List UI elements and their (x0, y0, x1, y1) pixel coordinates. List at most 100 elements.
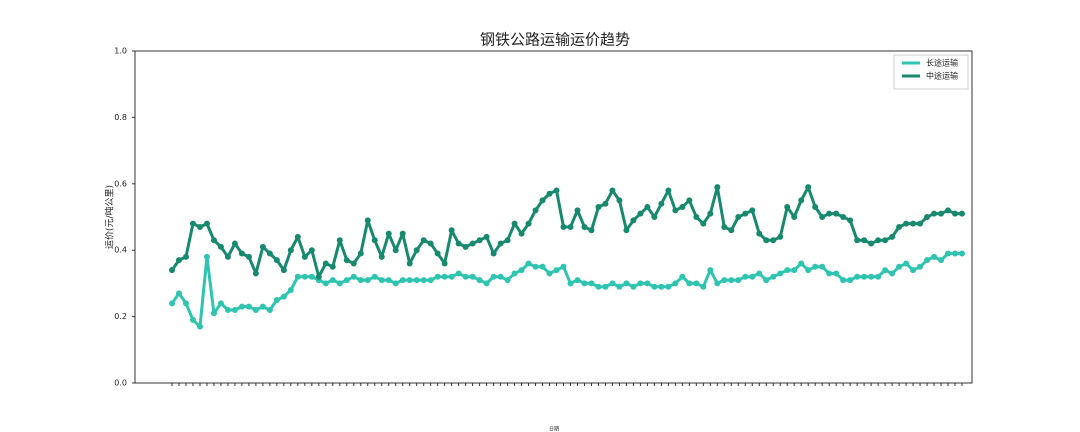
data-point (903, 260, 910, 267)
data-point (875, 273, 882, 280)
data-point (308, 273, 315, 280)
y-axis-label: 运价(元/吨公里) (104, 185, 116, 249)
data-point (280, 293, 287, 300)
data-point (525, 220, 532, 227)
data-point (169, 300, 175, 307)
data-point (490, 273, 497, 280)
data-point (805, 184, 812, 191)
data-point (301, 273, 308, 280)
data-point (700, 220, 707, 227)
data-point (357, 277, 364, 284)
data-point (189, 316, 196, 323)
data-point (287, 287, 294, 294)
data-point (714, 280, 721, 287)
data-point (273, 257, 280, 264)
data-point (525, 260, 532, 267)
data-point (777, 270, 784, 277)
data-point (476, 237, 483, 244)
legend-box (893, 54, 969, 90)
data-point (826, 270, 833, 277)
y-tick-label: 0.0 (114, 379, 127, 388)
data-point (336, 280, 343, 287)
data-point (742, 210, 749, 217)
data-point (777, 233, 784, 240)
data-point (924, 214, 931, 220)
data-point (833, 270, 840, 277)
data-point (182, 253, 189, 260)
data-point (189, 220, 196, 227)
data-point (812, 263, 819, 270)
data-point (679, 204, 686, 211)
data-point (343, 257, 350, 264)
data-point (665, 187, 672, 194)
data-point (882, 267, 889, 274)
data-point (602, 283, 609, 290)
data-point (763, 237, 770, 244)
data-point (903, 220, 910, 227)
data-point (427, 240, 434, 247)
data-point (560, 223, 567, 230)
data-point (784, 267, 791, 274)
data-point (840, 214, 847, 220)
data-point (420, 277, 427, 284)
data-point (406, 277, 413, 284)
data-point (266, 306, 273, 313)
data-point (427, 277, 434, 284)
data-point (728, 227, 735, 234)
data-point (483, 233, 490, 240)
data-point (217, 243, 224, 250)
data-point (441, 273, 448, 280)
data-point (560, 263, 567, 270)
data-point (826, 210, 833, 217)
data-point (329, 277, 336, 284)
data-point (910, 220, 917, 227)
data-point (196, 223, 203, 230)
data-point (889, 270, 896, 277)
data-point (546, 270, 553, 277)
data-point (259, 303, 266, 310)
data-point (959, 210, 965, 217)
data-point (336, 237, 343, 244)
data-point (350, 260, 357, 267)
data-point (371, 273, 378, 280)
data-point (861, 237, 868, 244)
data-point (630, 283, 637, 290)
data-point (791, 267, 798, 274)
data-point (602, 200, 609, 207)
data-point (364, 217, 371, 224)
data-point (308, 247, 315, 254)
data-point (931, 253, 938, 260)
data-point (322, 280, 329, 287)
data-point (728, 277, 735, 284)
data-point (784, 204, 791, 211)
data-point (798, 260, 805, 267)
data-point (259, 243, 266, 250)
data-point (567, 223, 574, 230)
data-point (854, 273, 861, 280)
data-point (609, 280, 616, 287)
data-point (343, 277, 350, 284)
data-point (721, 223, 728, 230)
legend-label: 长途运输 (926, 58, 958, 68)
data-point (210, 237, 217, 244)
data-point (497, 240, 504, 247)
data-point (574, 207, 581, 214)
data-point (553, 267, 560, 274)
data-point (469, 240, 476, 247)
data-point (469, 273, 476, 280)
data-point (651, 283, 658, 290)
data-point (210, 310, 217, 317)
data-point (616, 283, 623, 290)
data-point (882, 237, 889, 244)
data-point (763, 277, 770, 284)
data-point (280, 267, 287, 274)
data-point (791, 214, 798, 220)
data-point (721, 277, 728, 284)
data-point (322, 260, 329, 267)
data-point (644, 204, 651, 211)
data-point (581, 223, 588, 230)
data-point (672, 207, 679, 214)
data-point (770, 273, 777, 280)
data-point (875, 237, 882, 244)
